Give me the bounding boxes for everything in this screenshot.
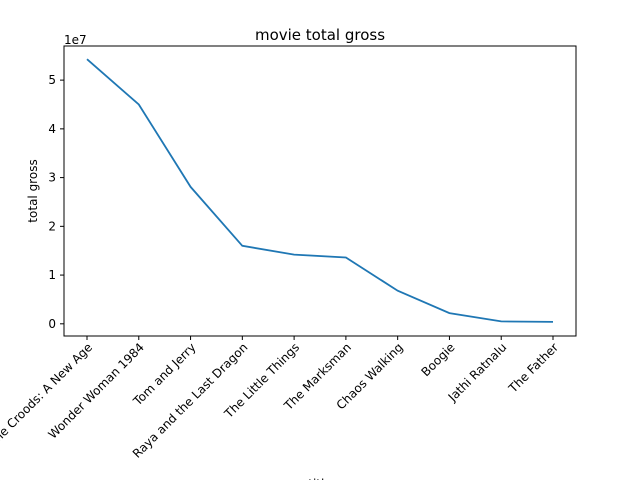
y-axis-ticks: 0 1 2 3 4 5	[48, 73, 64, 331]
series-line	[87, 59, 553, 322]
y-tick-label: 0	[48, 317, 56, 331]
x-tick-label: Boogie	[418, 340, 457, 379]
x-tick-label: The Father	[505, 340, 561, 396]
x-tick-label: Wonder Woman 1984	[46, 340, 147, 441]
y-axis-label: total gross	[26, 159, 40, 222]
chart-title: movie total gross	[255, 26, 385, 44]
y-tick-label: 5	[48, 73, 56, 87]
y-tick-label: 4	[48, 122, 56, 136]
y-tick-label: 2	[48, 219, 56, 233]
y-tick-label: 3	[48, 171, 56, 185]
y-axis-offset-label: 1e7	[64, 33, 87, 47]
y-tick-label: 1	[48, 268, 56, 282]
plot-area-frame	[64, 46, 576, 336]
